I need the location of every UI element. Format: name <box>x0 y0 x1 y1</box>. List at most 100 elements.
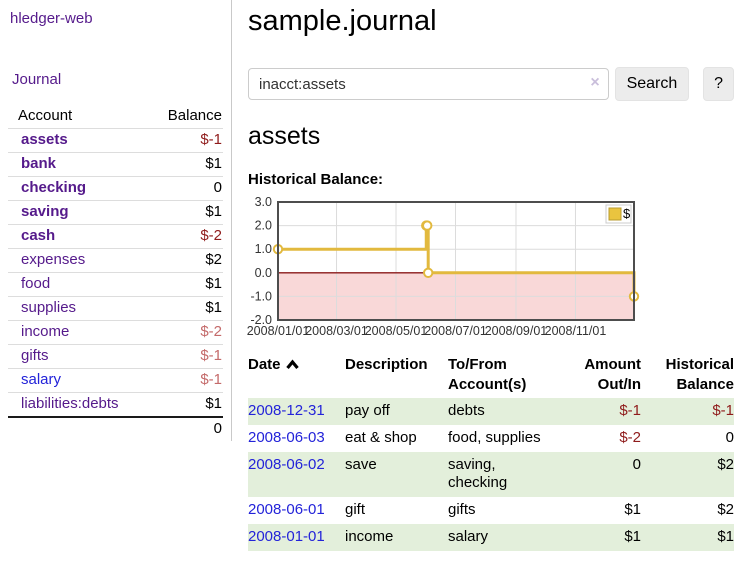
account-balance: $1 <box>143 392 223 418</box>
svg-text:0.0: 0.0 <box>255 266 272 280</box>
transaction-accounts: gifts <box>448 501 476 518</box>
account-link-assets[interactable]: assets <box>21 131 68 148</box>
account-link-checking[interactable]: checking <box>21 179 87 196</box>
transaction-date-link[interactable]: 2008-01-01 <box>248 528 325 545</box>
sidebar-item-journal[interactable]: Journal <box>12 71 62 88</box>
search-input[interactable] <box>248 68 609 100</box>
account-row-food: food $1 <box>8 272 223 297</box>
app-brand-link[interactable]: hledger-web <box>10 10 93 27</box>
register-header-date[interactable]: Date <box>248 353 345 398</box>
account-link-income[interactable]: income <box>21 323 70 340</box>
transaction-amount: $-2 <box>619 429 641 446</box>
svg-text:$: $ <box>623 206 631 221</box>
svg-text:2008/03/01: 2008/03/01 <box>305 324 368 338</box>
register-header-row: Date Description To/From Account(s) Amoun… <box>248 353 734 398</box>
register-header-accounts: To/From Account(s) <box>448 356 527 393</box>
accounts-table: Account Balance assets $-1 bank $1 check… <box>8 105 223 441</box>
account-row-bank: bank $1 <box>8 152 223 177</box>
register-header-balance: Historical Balance <box>665 356 734 393</box>
transaction-description: eat & shop <box>345 429 417 446</box>
sort-asc-icon <box>285 359 299 370</box>
account-balance: $1 <box>143 200 223 225</box>
sidebar: hledger-web Journal Account Balance asse… <box>0 0 232 441</box>
account-row-saving: saving $1 <box>8 200 223 225</box>
account-row-checking: checking 0 <box>8 176 223 201</box>
svg-text:2008/01/01: 2008/01/01 <box>247 324 310 338</box>
account-link-cash[interactable]: cash <box>21 227 56 244</box>
account-row-expenses: expenses $2 <box>8 248 223 273</box>
search-bar: × Search ? <box>248 67 734 101</box>
account-link-food[interactable]: food <box>21 275 51 292</box>
transaction-description: save <box>345 452 448 497</box>
transaction-accounts: salary <box>448 524 562 551</box>
page-title: sample.journal <box>248 5 437 37</box>
transaction-balance: $1 <box>641 524 734 551</box>
register-table: Date Description To/From Account(s) Amoun… <box>248 353 734 551</box>
account-row-assets: assets $-1 <box>8 128 223 153</box>
account-balance: 0 <box>143 176 223 201</box>
transaction-date-link[interactable]: 2008-06-03 <box>248 429 325 446</box>
register-header-description: Description <box>345 356 428 373</box>
transaction-description: gift <box>345 501 366 518</box>
accounts-header-balance: Balance <box>143 105 223 129</box>
account-balance: $1 <box>143 296 223 321</box>
historical-balance-chart: 3.0 2.0 1.0 0.0 -1.0 -2.0 2008/01/01 2008/03/01… <box>247 195 734 341</box>
transaction-amount: $1 <box>624 501 641 518</box>
account-link-salary[interactable]: salary <box>21 371 62 388</box>
account-link-expenses[interactable]: expenses <box>21 251 86 268</box>
accounts-total-row: 0 <box>8 416 223 441</box>
account-link-bank[interactable]: bank <box>21 155 57 172</box>
svg-text:3.0: 3.0 <box>255 195 272 209</box>
transaction-balance: 0 <box>725 429 734 446</box>
transaction-date-link[interactable]: 2008-06-02 <box>248 456 325 473</box>
register-row: 2008-01-01 income salary $1 $1 <box>248 524 734 551</box>
transaction-balance: $2 <box>641 452 734 497</box>
accounts-header-row: Account Balance <box>8 105 223 129</box>
register-row: 2008-06-01 gift gifts $1 $2 <box>248 497 734 524</box>
main-content: sample.journal × Search ? assets Histori… <box>232 0 742 551</box>
chart-section-label: Historical Balance: <box>248 171 384 188</box>
accounts-total-spacer <box>8 416 144 441</box>
svg-text:2008/09/01: 2008/09/01 <box>485 324 548 338</box>
transaction-amount: $1 <box>562 524 641 551</box>
transaction-date-link[interactable]: 2008-06-01 <box>248 501 325 518</box>
account-balance: $1 <box>143 272 223 297</box>
account-link-liabilities-debts[interactable]: liabilities:debts <box>21 395 119 412</box>
transaction-accounts: debts <box>448 398 562 425</box>
register-row: 2008-06-03 eat & shop food, supplies $-2… <box>248 425 734 452</box>
account-row-liabilities-debts: liabilities:debts $1 <box>8 392 223 418</box>
account-row-income: income $-2 <box>8 320 223 345</box>
search-button[interactable]: Search <box>614 67 690 101</box>
transaction-description: income <box>345 524 448 551</box>
clear-search-icon[interactable]: × <box>590 74 600 91</box>
transaction-date-link[interactable]: 2008-12-31 <box>248 402 325 419</box>
balance-chart: 3.0 2.0 1.0 0.0 -1.0 -2.02008/01/012008/03/01… <box>247 195 640 338</box>
help-button[interactable]: ? <box>703 67 734 101</box>
account-balance: $-2 <box>143 224 223 249</box>
account-link-supplies[interactable]: supplies <box>21 299 77 316</box>
transaction-amount: 0 <box>562 452 641 497</box>
account-heading: assets <box>248 122 321 150</box>
svg-text:2008/05/01: 2008/05/01 <box>365 324 428 338</box>
account-row-salary: salary $-1 <box>8 368 223 393</box>
accounts-total-value: 0 <box>143 416 223 441</box>
transaction-balance: $2 <box>717 501 734 518</box>
transaction-amount: $-1 <box>562 398 641 425</box>
transaction-accounts: saving, checking <box>448 452 562 497</box>
account-balance: $-1 <box>143 128 223 153</box>
svg-text:-1.0: -1.0 <box>250 289 272 303</box>
accounts-header-account: Account <box>8 105 144 129</box>
svg-text:2008/07/01: 2008/07/01 <box>424 324 487 338</box>
transaction-balance: $-1 <box>641 398 734 425</box>
register-row: 2008-06-02 save saving, checking 0 $2 <box>248 452 734 497</box>
account-link-gifts[interactable]: gifts <box>21 347 49 364</box>
account-balance: $1 <box>143 152 223 177</box>
register-header-amount: Amount Out/In <box>584 356 641 393</box>
svg-text:1.0: 1.0 <box>255 242 272 256</box>
account-row-cash: cash $-2 <box>8 224 223 249</box>
transaction-description: pay off <box>345 398 448 425</box>
account-balance: $-1 <box>143 368 223 393</box>
account-row-gifts: gifts $-1 <box>8 344 223 369</box>
svg-text:2.0: 2.0 <box>255 219 272 233</box>
account-link-saving[interactable]: saving <box>21 203 69 220</box>
